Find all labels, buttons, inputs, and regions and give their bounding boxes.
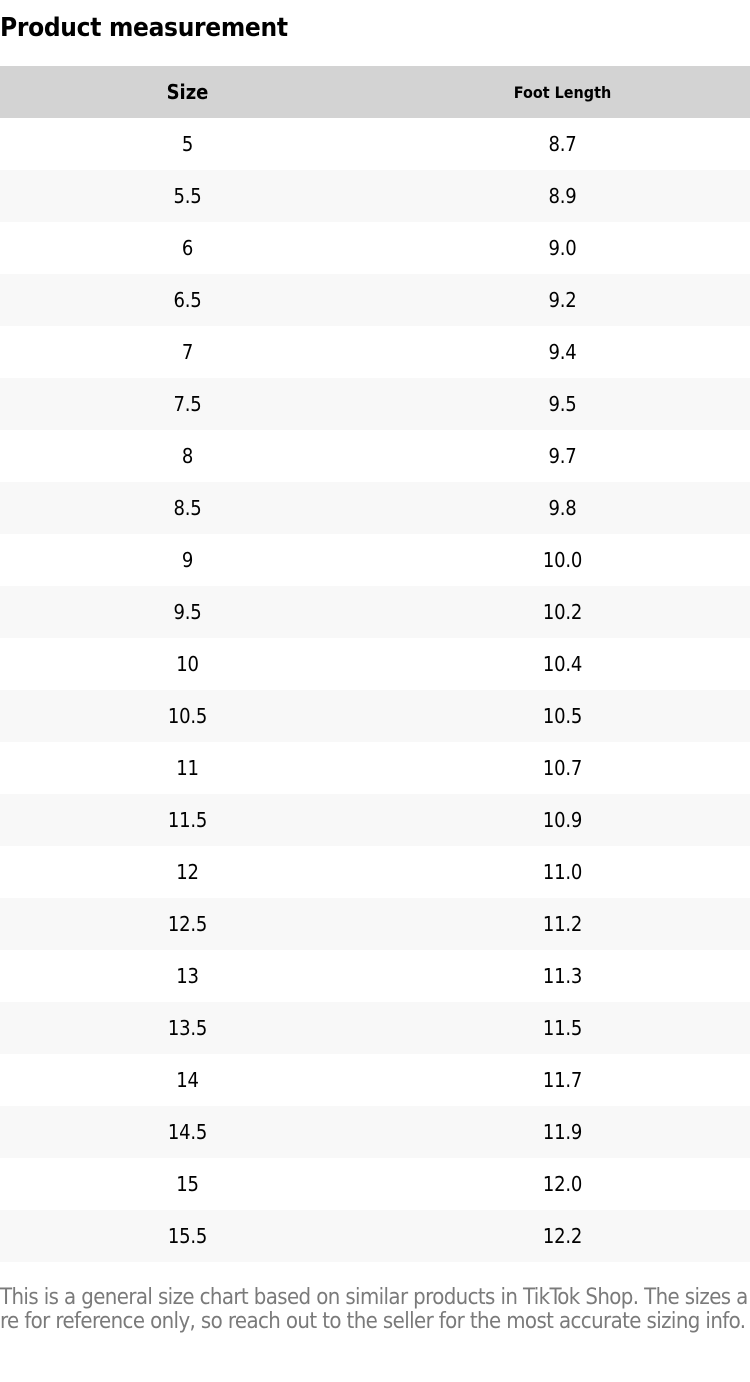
size-cell: 15.5 [167, 1224, 208, 1248]
size-cell: 15 [176, 1172, 199, 1196]
table-row: 6.5 9.2 [0, 274, 750, 326]
foot-length-cell: 8.7 [548, 132, 577, 156]
size-cell: 9 [181, 548, 194, 572]
table-row: 13 11.3 [0, 950, 750, 1002]
foot-length-cell: 10.5 [542, 704, 583, 728]
foot-length-cell: 10.0 [542, 548, 583, 572]
size-cell: 7 [181, 340, 194, 364]
foot-length-cell: 9.4 [548, 340, 577, 364]
table-row: 5.5 8.9 [0, 170, 750, 222]
foot-length-cell: 10.7 [542, 756, 583, 780]
size-cell: 8 [181, 444, 194, 468]
table-row: 12 11.0 [0, 846, 750, 898]
size-cell: 11.5 [167, 808, 208, 832]
table-row: 5 8.7 [0, 118, 750, 170]
table-row: 8.5 9.8 [0, 482, 750, 534]
table-row: 12.5 11.2 [0, 898, 750, 950]
size-cell: 9.5 [173, 600, 202, 624]
table-row: 11 10.7 [0, 742, 750, 794]
table-row: 8 9.7 [0, 430, 750, 482]
foot-length-cell: 10.9 [542, 808, 583, 832]
foot-length-cell: 9.7 [548, 444, 577, 468]
foot-length-cell: 9.8 [548, 496, 577, 520]
foot-length-cell: 11.0 [542, 860, 583, 884]
foot-length-cell: 11.3 [542, 964, 583, 988]
table-row: 6 9.0 [0, 222, 750, 274]
size-cell: 12.5 [167, 912, 208, 936]
foot-length-cell: 9.2 [548, 288, 577, 312]
table-row: 10 10.4 [0, 638, 750, 690]
size-chart-disclaimer: This is a general size chart based on si… [0, 1285, 748, 1334]
size-cell: 13 [176, 964, 199, 988]
foot-length-cell: 8.9 [548, 184, 577, 208]
foot-length-cell: 12.0 [542, 1172, 583, 1196]
foot-length-cell: 9.5 [548, 392, 577, 416]
table-row: 9.5 10.2 [0, 586, 750, 638]
size-cell: 11 [176, 756, 199, 780]
column-header-foot-length: Foot Length [513, 82, 612, 102]
table-row: 10.5 10.5 [0, 690, 750, 742]
table-row: 9 10.0 [0, 534, 750, 586]
foot-length-cell: 10.2 [542, 600, 583, 624]
table-row: 13.5 11.5 [0, 1002, 750, 1054]
table-row: 14.5 11.9 [0, 1106, 750, 1158]
size-cell: 5 [181, 132, 194, 156]
size-chart-table: Size Foot Length 5 8.7 5.5 8.9 6 9.0 6.5 9.2 7 9.… [0, 66, 750, 1262]
size-cell: 6 [181, 236, 194, 260]
size-cell: 13.5 [167, 1016, 208, 1040]
size-cell: 14.5 [167, 1120, 208, 1144]
foot-length-cell: 10.4 [542, 652, 583, 676]
size-cell: 12 [176, 860, 199, 884]
foot-length-cell: 9.0 [548, 236, 577, 260]
foot-length-cell: 11.7 [542, 1068, 583, 1092]
foot-length-cell: 12.2 [542, 1224, 583, 1248]
foot-length-cell: 11.9 [542, 1120, 583, 1144]
size-cell: 5.5 [173, 184, 202, 208]
size-cell: 8.5 [173, 496, 202, 520]
size-cell: 10 [176, 652, 199, 676]
table-row: 11.5 10.9 [0, 794, 750, 846]
table-row: 7.5 9.5 [0, 378, 750, 430]
size-cell: 10.5 [167, 704, 208, 728]
table-row: 7 9.4 [0, 326, 750, 378]
table-row: 15.5 12.2 [0, 1210, 750, 1262]
foot-length-cell: 11.5 [542, 1016, 583, 1040]
table-row: 15 12.0 [0, 1158, 750, 1210]
table-row: 14 11.7 [0, 1054, 750, 1106]
size-cell: 14 [176, 1068, 199, 1092]
foot-length-cell: 11.2 [542, 912, 583, 936]
table-header-row: Size Foot Length [0, 66, 750, 118]
column-header-size: Size [166, 80, 209, 104]
page-title: Product measurement [0, 13, 288, 43]
size-cell: 7.5 [173, 392, 202, 416]
size-cell: 6.5 [173, 288, 202, 312]
